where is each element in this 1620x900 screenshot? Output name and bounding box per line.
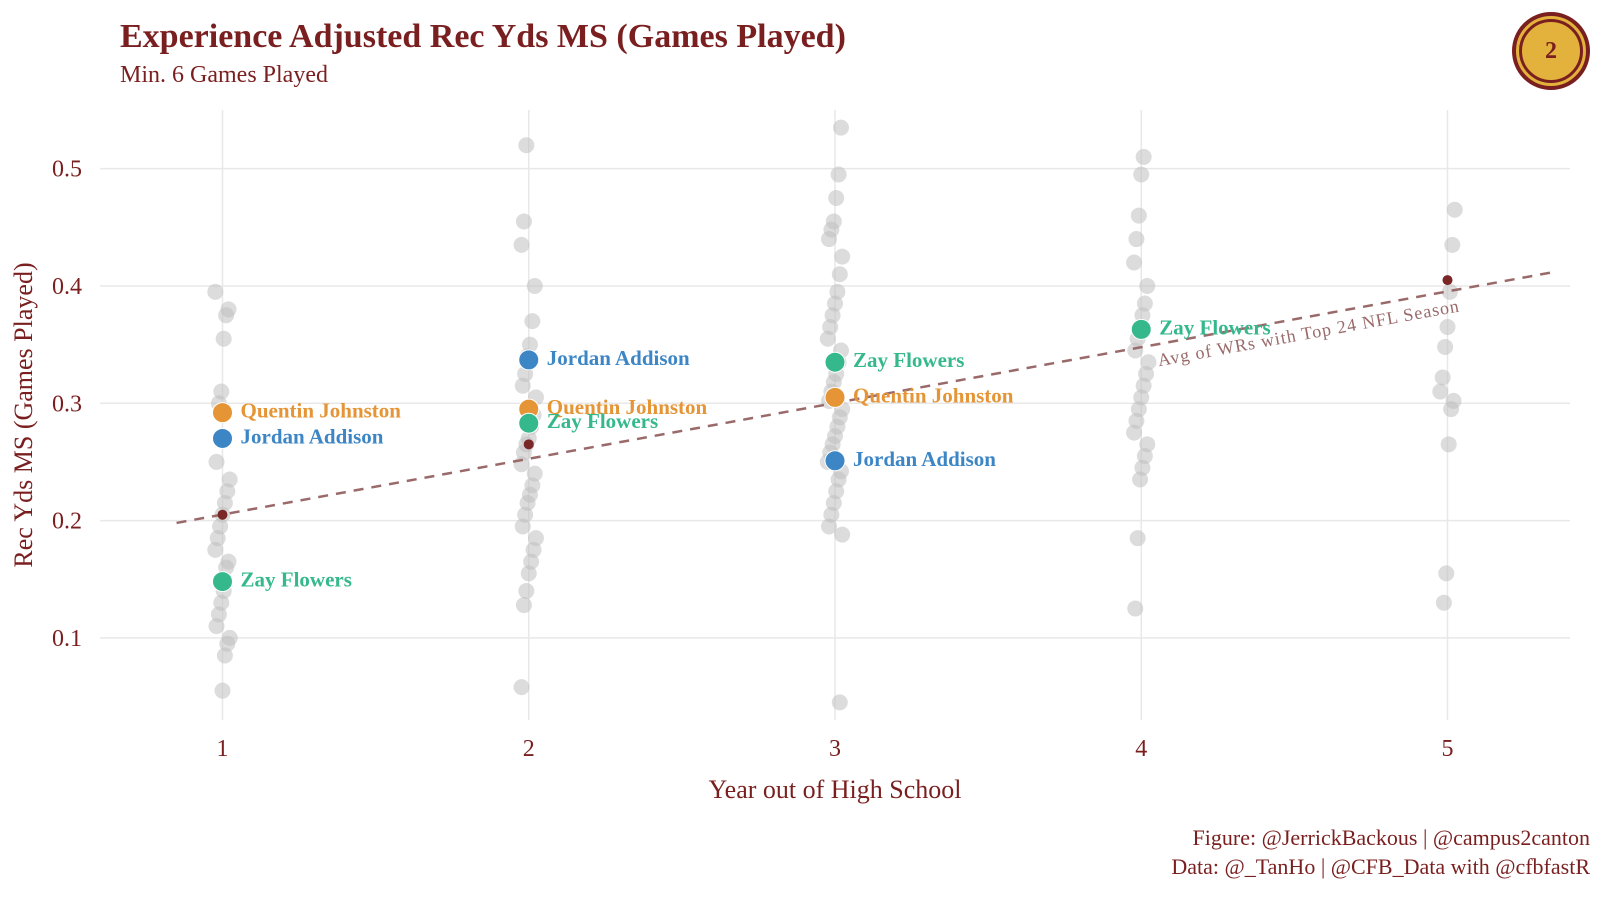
credits: Figure: @JerrickBackous | @campus2canton… xyxy=(1171,823,1590,882)
svg-text:4: 4 xyxy=(1135,736,1147,762)
svg-text:Zay Flowers: Zay Flowers xyxy=(853,348,964,372)
svg-text:3: 3 xyxy=(829,736,841,762)
svg-text:Zay Flowers: Zay Flowers xyxy=(241,568,352,592)
svg-text:Jordan Addison: Jordan Addison xyxy=(547,346,690,370)
credits-line-2: Data: @_TanHo | @CFB_Data with @cfbfastR xyxy=(1171,852,1590,882)
svg-text:Quentin Johnston: Quentin Johnston xyxy=(241,399,402,423)
svg-text:Zay Flowers: Zay Flowers xyxy=(1159,315,1270,339)
svg-text:Jordan Addison: Jordan Addison xyxy=(241,424,384,448)
svg-text:Quentin Johnston: Quentin Johnston xyxy=(853,383,1014,407)
chart-container: Experience Adjusted Rec Yds MS (Games Pl… xyxy=(0,0,1620,900)
svg-text:Zay Flowers: Zay Flowers xyxy=(547,409,658,433)
svg-text:5: 5 xyxy=(1442,736,1454,762)
svg-text:Rec Yds MS (Games Played): Rec Yds MS (Games Played) xyxy=(9,262,38,567)
svg-text:0.5: 0.5 xyxy=(52,157,82,183)
svg-text:1: 1 xyxy=(217,736,229,762)
svg-text:0.1: 0.1 xyxy=(52,626,82,652)
svg-text:0.2: 0.2 xyxy=(52,509,82,535)
svg-text:Year out of High School: Year out of High School xyxy=(708,775,961,804)
svg-text:Jordan Addison: Jordan Addison xyxy=(853,447,996,471)
chart-svg: 1 2 3 4 5 0.1 0.2 0.3 0.4 0.5 Year out of High Sch… xyxy=(0,0,1620,900)
svg-text:0.4: 0.4 xyxy=(52,274,82,300)
svg-text:0.3: 0.3 xyxy=(52,391,82,417)
svg-text:2: 2 xyxy=(523,736,535,762)
credits-line-1: Figure: @JerrickBackous | @campus2canton xyxy=(1171,823,1590,853)
